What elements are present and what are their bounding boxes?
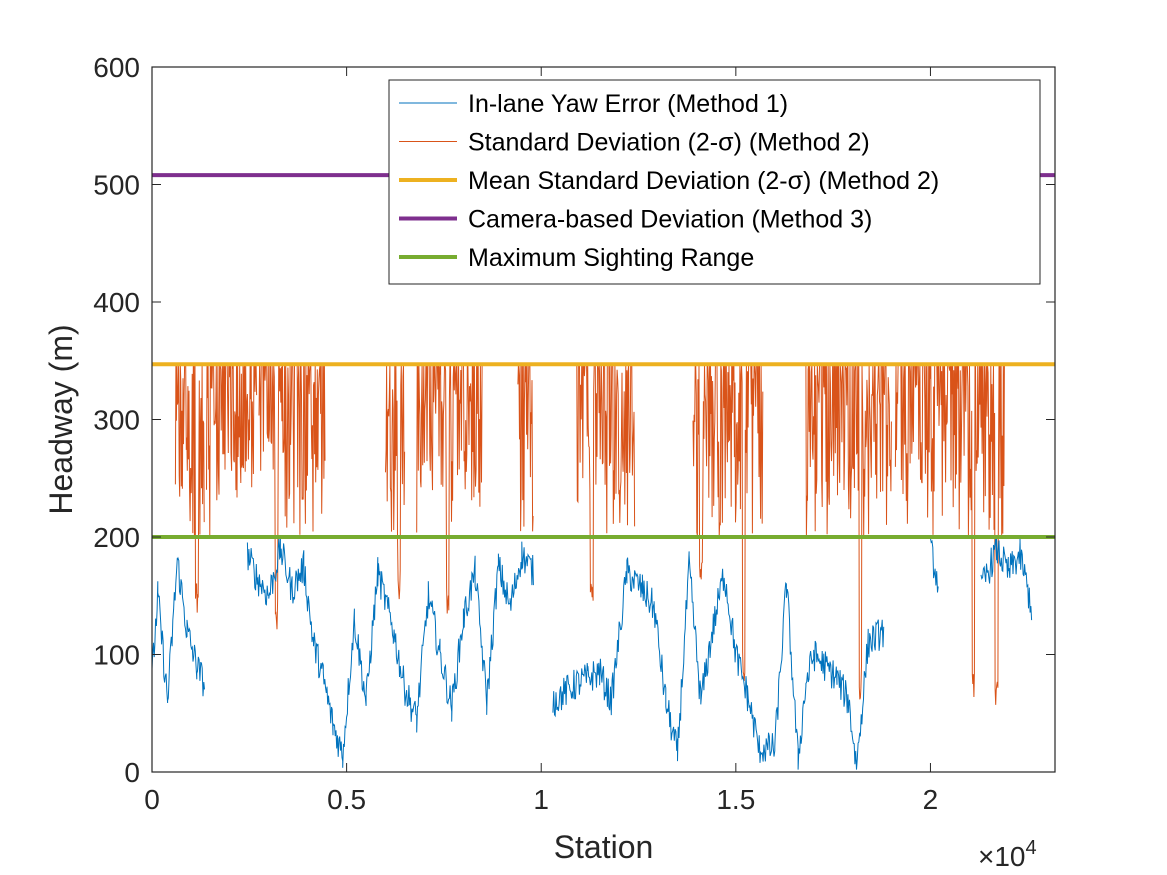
legend-entry: Camera-based Deviation (Method 3)	[468, 206, 872, 234]
legend-entry: Mean Standard Deviation (2-σ) (Method 2)	[468, 167, 939, 195]
x-tick-label: 0.5	[327, 784, 366, 815]
x-tick-label: 1	[533, 784, 549, 815]
axis-ticks: 0 0.5 1 1.5 2 0 100 200 300 400 500 600	[93, 52, 1055, 815]
x-exponent-prefix: ×10	[978, 841, 1026, 872]
legend-entry: Standard Deviation (2-σ) (Method 2)	[468, 129, 870, 157]
x-axis-exponent: ×104	[978, 837, 1037, 872]
legend-entry: In-lane Yaw Error (Method 1)	[468, 90, 788, 118]
y-tick-label: 0	[124, 757, 140, 788]
x-exponent-power: 4	[1026, 837, 1037, 859]
y-axis-label: Headway (m)	[43, 324, 79, 514]
x-tick-label: 0	[144, 784, 160, 815]
y-tick-label: 600	[93, 52, 140, 83]
legend-box	[388, 79, 1041, 285]
legend-entry: Maximum Sighting Range	[468, 244, 754, 272]
y-tick-label: 100	[93, 640, 140, 671]
x-tick-label: 2	[923, 784, 939, 815]
y-tick-label: 300	[93, 405, 140, 436]
y-tick-label: 200	[93, 522, 140, 553]
y-tick-label: 400	[93, 287, 140, 318]
legend: In-lane Yaw Error (Method 1) Standard Dev…	[388, 79, 1041, 285]
series-standard-deviation	[174, 363, 1005, 705]
series-in-lane-yaw-error	[152, 538, 1033, 770]
y-tick-label: 500	[93, 170, 140, 201]
x-axis-label: Station	[554, 829, 654, 865]
x-tick-label: 1.5	[716, 784, 755, 815]
